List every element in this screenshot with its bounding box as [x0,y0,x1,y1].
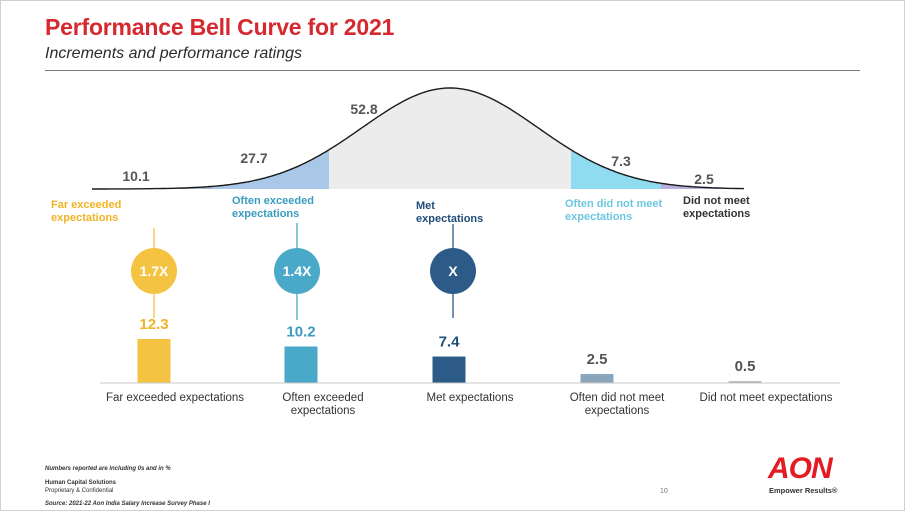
bar-met-expectations [432,356,466,383]
multiplier-label-far-exceeded-expectations: 1.7X [140,263,169,279]
category-label-met-expectations: Met expectations [427,392,514,404]
bar-did-not-meet-expectations [728,381,762,383]
confidential-note: Proprietary & Confidential [45,488,114,494]
bar-far-exceeded-expectations [137,339,171,383]
footnote: Numbers reported are including 0s and in… [45,466,171,472]
curve-label-far-exceeded: Far exceeded expectations [51,199,122,224]
category-label-far-exceeded-expectations: Far exceeded expectations [106,392,244,404]
curve-label-often-not-met: Often did not meet expectations [565,198,663,223]
curve-value-did-not-meet-expectations: 2.5 [694,171,714,187]
bar-value-did-not-meet-expectations: 0.5 [735,358,756,375]
aon-logo: AON Empower Results® [768,452,858,497]
bar-value-met-expectations: 7.4 [439,334,461,351]
page-subtitle: Increments and performance ratings [45,45,303,62]
multiplier-label-often-exceeded-expectations: 1.4X [283,263,312,279]
curve-label-often-exceeded: Often exceeded expectations [232,195,314,220]
multiplier-circle-far-exceeded-expectations [131,248,177,294]
division-name: Human Capital Solutions [45,480,117,486]
curve-segment-met-expectations [329,88,571,189]
logo-tagline: Empower Results® [769,486,838,495]
bar-often-exceeded-expectations [284,346,318,383]
bar-often-did-not-meet-expectations [580,374,614,383]
curve-value-often-exceeded-expectations: 27.7 [240,150,267,166]
source-note: Source: 2021-22 Aon India Salary Increas… [45,501,210,507]
category-label-did-not-meet-expectations: Did not meet expectations [700,392,833,404]
bar-value-far-exceeded-expectations: 12.3 [139,316,168,333]
category-label-often-exceeded-expectations: Often exceeded expectations [282,392,363,417]
bar-value-often-did-not-meet-expectations: 2.5 [587,351,608,368]
category-label-often-did-not-meet-expectations: Often did not meet expectations [570,392,665,417]
curve-segment-often-exceeded-expectations [212,149,329,189]
bell-curve-outline [92,87,744,190]
multiplier-circle-often-exceeded-expectations [274,248,320,294]
curve-value-far-exceeded-expectations: 10.1 [122,168,149,184]
multiplier-label-met-expectations: X [448,263,458,279]
curve-segment-did-not-meet-expectations [661,183,744,189]
multiplier-circle-met-expectations [430,248,476,294]
page-title: Performance Bell Curve for 2021 [45,14,395,40]
curve-value-met-expectations: 52.8 [350,101,377,117]
curve-value-often-did-not-meet-expectations: 7.3 [611,153,631,169]
title-divider [45,70,860,71]
curve-label-not-met: Did not meet expectations [683,195,751,220]
logo-text: AON [768,452,833,485]
curve-label-met: Met expectations [416,200,484,225]
page-number: 10 [660,488,668,495]
bar-value-often-exceeded-expectations: 10.2 [286,324,315,341]
